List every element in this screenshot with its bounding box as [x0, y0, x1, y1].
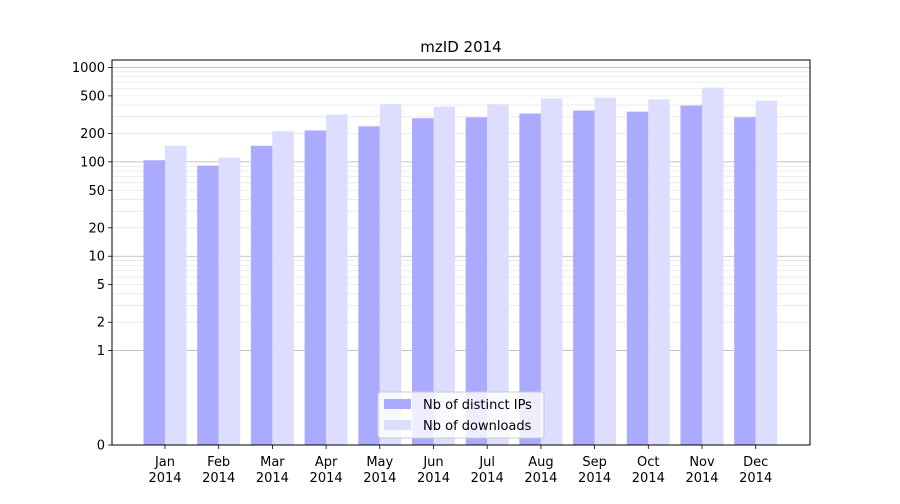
legend-label: Nb of distinct IPs: [423, 398, 532, 413]
x-tick-label-month: Oct: [637, 455, 659, 470]
bar-distinct-ips: [465, 117, 488, 445]
y-tick-label: 5: [97, 278, 105, 293]
x-tick-label-year: 2014: [310, 471, 343, 486]
bar-distinct-ips: [358, 126, 380, 445]
bar-downloads: [379, 104, 402, 445]
y-tick-label: 2: [97, 316, 105, 331]
bar-distinct-ips: [197, 165, 219, 445]
x-tick-label-month: Jan: [154, 455, 175, 470]
bar-distinct-ips: [412, 118, 434, 445]
y-axis: 0 1 2 5 10 20 50 100 200 500 1000: [72, 61, 112, 454]
bar-distinct-ips: [304, 130, 327, 446]
bar-distinct-ips: [519, 113, 541, 445]
bar-downloads: [326, 114, 348, 445]
x-tick-label-month: Nov: [689, 455, 715, 470]
x-tick-label-month: May: [366, 455, 393, 470]
legend-swatch: [384, 420, 411, 430]
bar-downloads: [540, 98, 563, 446]
y-tick-label: 1000: [72, 61, 105, 76]
x-tick-label-month: Aug: [528, 455, 553, 470]
bar-downloads: [272, 131, 294, 445]
x-tick-label-year: 2014: [524, 471, 557, 486]
x-tick-label-year: 2014: [632, 471, 665, 486]
x-tick-label-month: Apr: [315, 455, 338, 470]
y-tick-label: 50: [88, 184, 105, 199]
bar-downloads: [755, 100, 778, 446]
x-tick-label-month: Sep: [582, 455, 607, 470]
legend-label: Nb of downloads: [423, 419, 532, 434]
x-tick-label-month: Mar: [260, 455, 285, 470]
legend: Nb of distinct IPs Nb of downloads: [377, 391, 545, 439]
x-tick-label-year: 2014: [471, 471, 504, 486]
x-tick-label-month: Dec: [743, 455, 768, 470]
x-tick-label-month: Jul: [478, 455, 495, 470]
bar-downloads: [648, 99, 670, 446]
bar-downloads: [702, 87, 724, 446]
x-tick-label-year: 2014: [363, 471, 396, 486]
x-axis: Jan2014Feb2014Mar2014Apr2014May2014Jun20…: [148, 445, 772, 486]
y-tick-label: 200: [80, 127, 105, 142]
plot-frame: [111, 59, 811, 446]
bar-downloads: [165, 145, 187, 446]
x-tick-label-year: 2014: [256, 471, 289, 486]
bars-layer: [143, 87, 778, 446]
y-tick-label: 500: [80, 89, 105, 104]
bar-distinct-ips: [573, 110, 595, 445]
y-tick-label: 10: [88, 250, 105, 265]
bar-downloads: [487, 104, 509, 445]
x-tick-label-year: 2014: [148, 471, 181, 486]
bar-distinct-ips: [143, 160, 165, 445]
x-tick-label-month: Feb: [207, 455, 230, 470]
x-tick-label-year: 2014: [685, 471, 718, 486]
x-tick-label-year: 2014: [202, 471, 235, 486]
legend-box: [377, 391, 545, 439]
bar-distinct-ips: [734, 117, 756, 445]
bar-distinct-ips: [626, 111, 649, 446]
bar-downloads: [594, 97, 617, 445]
chart-title: mzID 2014: [420, 38, 501, 56]
y-tick-label: 100: [80, 155, 105, 170]
y-tick-label: 20: [88, 221, 105, 236]
bar-distinct-ips: [250, 145, 273, 446]
x-tick-label-month: Jun: [422, 455, 443, 470]
y-tick-label: 0: [97, 439, 105, 454]
bar-distinct-ips: [680, 105, 702, 445]
x-tick-label-year: 2014: [578, 471, 611, 486]
y-tick-label: 1: [97, 344, 105, 359]
bar-downloads: [433, 106, 455, 445]
x-tick-label-year: 2014: [417, 471, 450, 486]
bar-downloads: [218, 157, 241, 446]
x-tick-label-year: 2014: [739, 471, 772, 486]
legend-swatch: [384, 399, 411, 409]
